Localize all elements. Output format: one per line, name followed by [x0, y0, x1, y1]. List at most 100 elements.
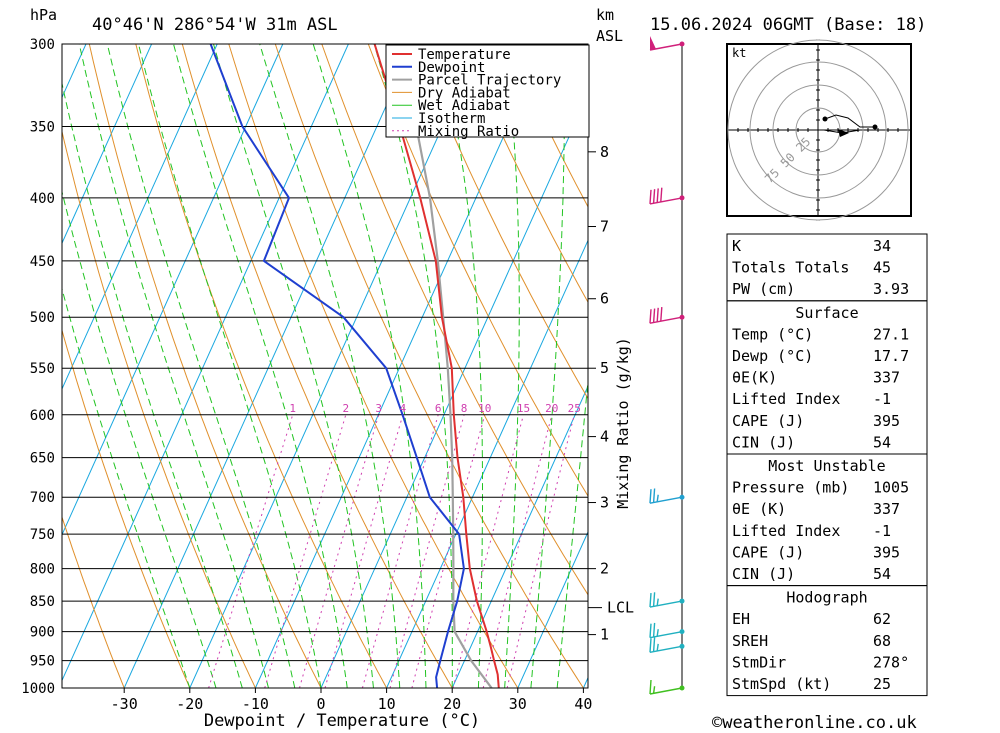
legend-label: Wet Adiabat — [418, 98, 511, 114]
wind-barb — [649, 36, 685, 51]
km-tick-label: 5 — [600, 359, 609, 377]
pressure-tick-label: 450 — [30, 254, 55, 270]
index-label: SREH — [732, 632, 768, 650]
pressure-tick-label: 700 — [30, 490, 55, 506]
index-label: Dewp (°C) — [732, 347, 813, 365]
wind-barbs — [649, 36, 685, 695]
indices-section-title: Most Unstable — [768, 457, 885, 475]
mixing-ratio-line — [324, 414, 404, 688]
wind-barb-staff — [649, 197, 683, 205]
dry-adiabat-line — [367, 44, 588, 498]
index-label: Totals Totals — [732, 259, 849, 277]
index-label: Lifted Index — [732, 522, 840, 540]
wind-barb-staff — [649, 496, 683, 504]
dry-adiabat-line — [414, 44, 588, 400]
wind-barb-half-flag — [656, 494, 659, 502]
wet-adiabat-line — [62, 189, 217, 688]
isotherm-line — [254, 44, 546, 688]
wind-barb-flag — [660, 307, 663, 322]
pressure-tick-labels: 300 350 400 450 500 550 600 650 700 750 800 850 900 9… — [21, 37, 55, 697]
wind-barb — [649, 307, 685, 324]
temperature-tick-labels: -30 -20 -10 0 10 20 30 40 — [111, 688, 592, 713]
km-axis: 1 2 3 4 5 6 7 8 LCL — [588, 143, 634, 644]
km-tick-label: 2 — [600, 560, 609, 578]
index-value: 27.1 — [873, 325, 909, 343]
wind-barb-staff — [649, 630, 683, 639]
wet-adiabat-line — [504, 44, 520, 688]
pressure-tick-label: 850 — [30, 594, 55, 610]
temperature-tick-label: -20 — [176, 695, 203, 713]
legend-label: Temperature — [418, 47, 511, 63]
km-tick-label: 1 — [600, 626, 609, 644]
km-tick-label: 3 — [600, 494, 609, 512]
isotherm-line — [123, 44, 415, 688]
index-value: 62 — [873, 610, 891, 628]
mixing-ratio-line — [452, 414, 524, 688]
isotherm-line — [189, 44, 481, 688]
temperature-tick-label: -30 — [111, 695, 138, 713]
mixing-ratio-label: 8 — [461, 402, 468, 415]
wind-barb — [649, 679, 685, 695]
dry-adiabat-line — [62, 515, 125, 688]
mixing-ratio-labels: 1 2 3 4 6 8 10 15 20 25 — [289, 402, 581, 415]
dry-adiabat-line — [460, 44, 588, 304]
index-label: StmSpd (kt) — [732, 675, 831, 693]
index-value: 17.7 — [873, 347, 909, 365]
temperature-tick-label: 10 — [378, 695, 396, 713]
temperature-tick-label: 20 — [443, 695, 461, 713]
pressure-tick-label: 750 — [30, 527, 55, 543]
wind-barb — [649, 187, 685, 205]
wind-barb-half-flag — [656, 598, 659, 606]
wind-barb-flag — [649, 638, 652, 653]
pressure-tick-label: 350 — [30, 119, 55, 135]
wet-adiabat-line — [312, 44, 427, 688]
wet-adiabat-line — [62, 81, 243, 688]
x-axis-label: Dewpoint / Temperature (°C) — [204, 711, 480, 731]
mixing-ratio-label: 2 — [342, 402, 349, 415]
indices-section-title: Surface — [795, 304, 858, 322]
mixing-ratio-line — [208, 414, 294, 688]
km-tick-label: 7 — [600, 218, 609, 236]
index-value: 1005 — [873, 479, 909, 497]
mixing-ratio-label: 20 — [545, 402, 558, 415]
temperature-tick-label: 30 — [509, 695, 527, 713]
wind-barb-staff — [649, 645, 683, 653]
legend-box — [385, 44, 590, 138]
wind-barb-half-flag — [656, 629, 659, 637]
wind-barb-pennant — [650, 36, 656, 50]
index-label: CIN (J) — [732, 433, 795, 451]
mixing-ratio-line — [361, 414, 439, 688]
wind-barb-flag — [652, 189, 656, 204]
wind-barb — [649, 488, 685, 504]
isotherm-line — [62, 44, 349, 682]
index-value: 395 — [873, 543, 900, 561]
km-tick-label: 6 — [600, 290, 609, 308]
legend-label: Isotherm — [418, 111, 485, 127]
hodograph-point — [822, 116, 828, 122]
index-label: K — [732, 237, 741, 255]
dry-adiabat-line — [274, 44, 584, 688]
dry-adiabat-line — [181, 44, 453, 688]
index-value: 278° — [873, 653, 909, 671]
index-label: PW (cm) — [732, 280, 795, 298]
plot-frame — [61, 43, 589, 689]
index-label: Temp (°C) — [732, 325, 813, 343]
km-label: km — [596, 6, 614, 24]
dry-adiabat-line — [88, 44, 322, 688]
wind-barb-staff — [649, 687, 683, 695]
isotherm-line — [451, 385, 588, 688]
km-tick-label: 4 — [600, 428, 609, 446]
profiles — [209, 44, 500, 688]
mixing-ratio-line — [264, 414, 347, 688]
parcel-trajectory-line — [393, 44, 493, 688]
hodograph-ring — [727, 39, 909, 221]
storm-motion-marker — [838, 129, 849, 137]
index-value: 34 — [873, 237, 891, 255]
wind-barb-half-flag — [652, 686, 656, 694]
index-label: CIN (J) — [732, 565, 795, 583]
wind-barb-flag — [656, 188, 659, 203]
pressure-tick-label: 300 — [30, 37, 55, 53]
index-label: StmDir — [732, 653, 786, 671]
mixing-ratio-label: 1 — [289, 402, 296, 415]
isotherm-line — [386, 239, 588, 688]
